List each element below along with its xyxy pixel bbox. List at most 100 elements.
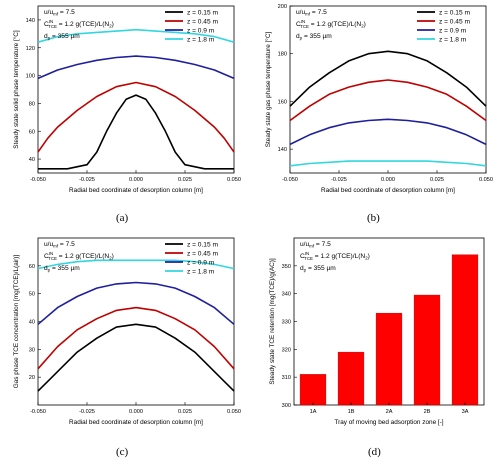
caption-d: (d) [368, 446, 381, 458]
y-tick-label: 40 [29, 320, 35, 326]
annotation-velocity-ratio: u/umf = 7.5 [296, 9, 327, 17]
x-tick-label: -0.025 [79, 409, 95, 415]
y-tick-label: 300 [282, 403, 291, 409]
y-tick-label: 140 [26, 18, 35, 24]
bar [413, 294, 441, 406]
x-tick-label: 1B [348, 409, 355, 415]
annotation-velocity-ratio: u/umf = 7.5 [44, 9, 75, 17]
annotation-inlet-concentration: CIN TCE = 1.2 g(TCE)/L(N2) [44, 251, 114, 261]
series-line [289, 79, 487, 122]
annotation-inlet-concentration: CIN TCE = 1.2 g(TCE)/L(N2) [296, 19, 366, 29]
x-tick-label: 0.000 [381, 177, 395, 183]
x-tick-label: 3A [462, 409, 469, 415]
x-tick-label: -0.050 [30, 177, 46, 183]
x-tick-label: 2B [424, 409, 431, 415]
y-tick-label: 120 [26, 46, 35, 52]
series-line [289, 118, 487, 146]
x-tick-label: -0.025 [331, 177, 347, 183]
legend-label: z = 1.8 m [439, 36, 467, 43]
legend-label: z = 0.9 m [187, 259, 215, 266]
y-axis-label: Steady state TCE retention [mg(TCE)/g(AC… [269, 258, 276, 385]
annotation-inlet-concentration: CIN TCE = 1.2 g(TCE)/L(N2) [300, 251, 370, 261]
x-tick-label: 2A [386, 409, 393, 415]
y-tick-label: 60 [29, 264, 35, 270]
y-tick-label: 60 [29, 129, 35, 135]
x-tick-label: -0.050 [282, 177, 298, 183]
chart-panel-c: -0.050 -0.025 0.000 0.025 0.050 20 30 40 50 60 Rad… [0, 232, 250, 464]
annotation-particle-diameter: dp = 355 µm [296, 33, 332, 41]
x-tick-label: 0.050 [479, 177, 493, 183]
x-axis-label: Radial bed coordinate of desorption colu… [321, 187, 455, 194]
y-tick-label: 200 [278, 4, 287, 10]
y-tick-label: 340 [282, 292, 291, 298]
annotation-particle-diameter: dp = 355 µm [44, 33, 80, 41]
legend-label: z = 0.9 m [187, 27, 215, 34]
legend-label: z = 0.15 m [439, 9, 470, 16]
x-tick-label: 0.025 [178, 177, 192, 183]
x-tick-label: 1A [310, 409, 317, 415]
bar [337, 351, 365, 406]
x-axis-label: Radial bed coordinate of desorption colu… [69, 419, 203, 426]
series-line [37, 259, 235, 270]
series-line [37, 28, 235, 43]
chart-panel-a: -0.050 -0.025 0.000 0.025 0.050 40 60 80 100 120 1… [0, 0, 250, 232]
legend-label: z = 0.45 m [187, 18, 218, 25]
x-axis-label: Tray of moving bed adsorption zone [-] [334, 419, 443, 426]
series-line [37, 55, 235, 80]
y-tick-label: 100 [26, 74, 35, 80]
annotation-particle-diameter: dp = 355 µm [300, 265, 336, 273]
caption-b: (b) [367, 212, 380, 224]
bar [375, 312, 403, 406]
x-tick-label: -0.025 [79, 177, 95, 183]
y-tick-label: 180 [278, 52, 287, 58]
x-tick-label: 0.025 [430, 177, 444, 183]
x-tick-label: 0.050 [227, 409, 241, 415]
y-axis-label: Steady state gas phase temperature [°C] [264, 32, 272, 148]
y-tick-label: 80 [29, 101, 35, 107]
legend-label: z = 1.8 m [187, 268, 215, 275]
x-tick-label: -0.050 [30, 409, 46, 415]
x-tick-label: 0.000 [129, 177, 143, 183]
legend-label: z = 0.45 m [439, 18, 470, 25]
legend-label: z = 0.15 m [187, 241, 218, 248]
y-tick-label: 320 [282, 347, 291, 353]
chart-c-svg: -0.050 -0.025 0.000 0.025 0.050 20 30 40 50 60 Rad… [13, 237, 241, 426]
legend-label: z = 0.15 m [187, 9, 218, 16]
x-tick-label: 0.025 [178, 409, 192, 415]
y-axis-label: Gas phase TCE concentration [mg(TCE)/L(a… [13, 255, 20, 389]
y-tick-label: 20 [29, 375, 35, 381]
y-tick-label: 330 [282, 320, 291, 326]
x-tick-label: 0.000 [129, 409, 143, 415]
chart-panel-b: -0.050 -0.025 0.000 0.025 0.050 140 160 180 200 R… [250, 0, 500, 232]
chart-a-svg: -0.050 -0.025 0.000 0.025 0.050 40 60 80 100 120 1… [12, 5, 241, 194]
x-tick-label: 0.050 [227, 177, 241, 183]
series-line [37, 281, 235, 325]
annotation-velocity-ratio: u/umf = 7.5 [44, 241, 75, 249]
legend-label: z = 0.9 m [439, 27, 467, 34]
y-tick-label: 310 [282, 375, 291, 381]
series-line [38, 94, 234, 170]
chart-b-svg: -0.050 -0.025 0.000 0.025 0.050 140 160 180 200 R… [264, 4, 493, 194]
annotation-particle-diameter: dp = 355 µm [44, 265, 80, 273]
legend-label: z = 0.45 m [187, 250, 218, 257]
series-line [37, 306, 235, 370]
y-tick-label: 160 [278, 99, 287, 105]
y-tick-label: 40 [29, 157, 35, 163]
chart-panel-d: 300 310 320 330 340 350 1A 1B 2A 2B 3A Tray of movi… [250, 232, 500, 464]
y-tick-label: 140 [278, 147, 287, 153]
series-line [289, 50, 487, 107]
annotation-velocity-ratio: u/umf = 7.5 [300, 241, 331, 249]
y-tick-label: 50 [29, 292, 35, 298]
caption-a: (a) [116, 212, 129, 224]
y-tick-label: 350 [282, 264, 291, 270]
x-axis-label: Radial bed coordinate of desorption colu… [69, 187, 203, 194]
series-line [37, 81, 235, 153]
bar [451, 254, 479, 406]
y-tick-label: 30 [29, 347, 35, 353]
series-line [37, 323, 235, 392]
legend-label: z = 1.8 m [187, 36, 215, 43]
annotation-inlet-concentration: CIN TCE = 1.2 g(TCE)/L(N2) [44, 19, 114, 29]
series-line [289, 160, 487, 167]
y-axis-label: Steady state solid phase temperature [°C… [12, 30, 20, 149]
chart-d-svg: 300 310 320 330 340 350 1A 1B 2A 2B 3A Tray of movi… [269, 237, 485, 426]
